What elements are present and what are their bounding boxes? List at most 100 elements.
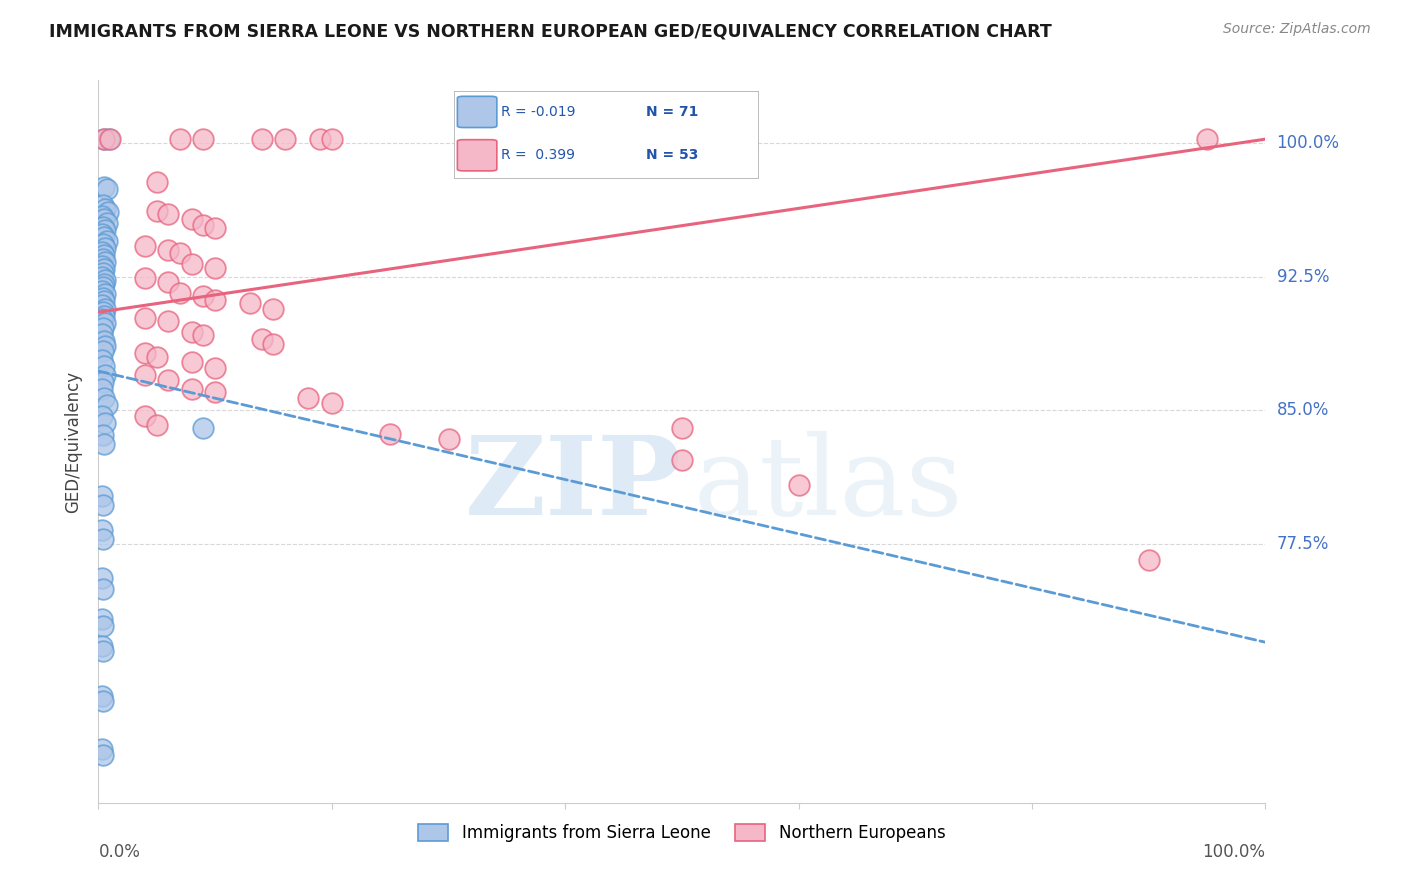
Point: [93, 309, 115, 323]
Point: [93, 391, 115, 405]
Point: [134, 310, 156, 325]
Point: [90, 209, 112, 223]
Text: Source: ZipAtlas.com: Source: ZipAtlas.com: [1223, 22, 1371, 37]
Point: [157, 373, 180, 387]
Point: [437, 432, 460, 446]
Point: [90, 742, 112, 756]
Point: [94, 202, 117, 216]
Point: [134, 368, 156, 382]
Point: [93, 359, 115, 373]
Point: [93, 132, 115, 146]
Point: [380, 426, 402, 441]
Point: [157, 275, 180, 289]
Point: [169, 285, 191, 300]
Point: [204, 385, 226, 400]
Point: [146, 203, 169, 218]
Point: [146, 175, 169, 189]
Point: [91, 344, 114, 359]
Point: [787, 478, 810, 492]
Point: [91, 644, 114, 658]
Point: [180, 355, 202, 369]
Point: [157, 243, 180, 257]
Point: [91, 375, 114, 389]
Point: [96, 234, 118, 248]
Point: [90, 312, 112, 326]
Point: [193, 132, 215, 146]
Point: [94, 223, 117, 237]
Point: [1137, 553, 1160, 567]
Point: [204, 260, 226, 275]
Text: 77.5%: 77.5%: [1277, 535, 1329, 553]
Point: [91, 237, 114, 252]
Point: [157, 314, 180, 328]
Point: [321, 396, 343, 410]
Point: [274, 132, 297, 146]
Point: [96, 398, 118, 412]
Point: [671, 421, 693, 435]
Point: [91, 498, 114, 512]
Point: [90, 382, 112, 396]
Point: [94, 416, 117, 430]
Point: [93, 230, 115, 244]
Point: [96, 216, 118, 230]
Point: [262, 337, 284, 351]
Point: [239, 296, 262, 310]
Point: [204, 293, 226, 307]
Point: [134, 239, 156, 253]
Point: [193, 328, 215, 343]
Point: [93, 180, 115, 194]
Point: [134, 346, 156, 360]
Text: 100.0%: 100.0%: [1277, 134, 1340, 152]
Point: [134, 271, 156, 285]
Point: [180, 382, 202, 396]
Point: [97, 205, 120, 219]
Point: [91, 747, 114, 762]
Point: [90, 409, 112, 423]
Point: [250, 132, 273, 146]
Point: [91, 619, 114, 633]
Point: [193, 289, 215, 303]
Point: [297, 391, 319, 405]
Point: [90, 269, 112, 284]
Point: [94, 368, 117, 382]
Point: [180, 212, 202, 227]
Text: 100.0%: 100.0%: [1202, 843, 1265, 861]
Point: [91, 266, 114, 280]
Point: [94, 273, 117, 287]
Point: [94, 287, 117, 301]
Point: [1195, 132, 1218, 146]
Point: [90, 259, 112, 273]
Point: [169, 246, 191, 260]
Point: [91, 252, 114, 266]
Y-axis label: GED/Equivalency: GED/Equivalency: [65, 370, 83, 513]
Point: [94, 301, 117, 316]
Point: [94, 316, 117, 330]
Point: [93, 334, 115, 348]
Point: [91, 694, 114, 708]
Point: [146, 417, 169, 432]
Point: [91, 219, 114, 234]
Point: [193, 218, 215, 232]
Point: [93, 132, 115, 146]
Point: [90, 639, 112, 653]
Point: [91, 198, 114, 212]
Point: [157, 207, 180, 221]
Point: [90, 244, 112, 259]
Point: [90, 523, 112, 537]
Point: [90, 489, 112, 503]
Point: [90, 353, 112, 368]
Point: [90, 612, 112, 626]
Point: [94, 255, 117, 269]
Point: [94, 339, 117, 353]
Point: [91, 582, 114, 596]
Point: [134, 409, 156, 423]
Point: [250, 332, 273, 346]
Point: [91, 280, 114, 294]
Point: [96, 182, 118, 196]
Point: [94, 241, 117, 255]
Point: [321, 132, 343, 146]
Point: [90, 326, 112, 341]
Text: 92.5%: 92.5%: [1277, 268, 1329, 285]
Legend: Immigrants from Sierra Leone, Northern Europeans: Immigrants from Sierra Leone, Northern E…: [412, 817, 952, 848]
Point: [90, 689, 112, 703]
